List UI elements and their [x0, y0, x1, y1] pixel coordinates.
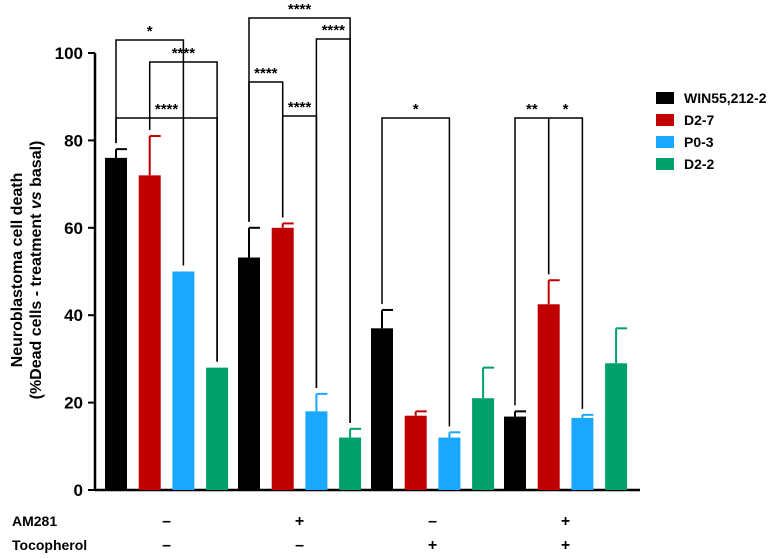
condition-value: – — [295, 537, 304, 554]
significance-bracket — [381, 117, 451, 427]
bar — [404, 415, 427, 490]
y-axis-label-suffix: basal) — [28, 141, 45, 192]
bar — [271, 227, 294, 491]
bar — [238, 257, 260, 490]
condition-value: + — [561, 537, 570, 554]
condition-label: AM281 — [12, 513, 57, 529]
bar — [571, 417, 594, 490]
significance-label: * — [563, 101, 569, 118]
condition-value: + — [295, 513, 304, 530]
significance-label: * — [147, 23, 153, 40]
bar — [172, 271, 195, 490]
y-axis-label: Neuroblastoma cell death — [9, 173, 26, 368]
bar — [105, 157, 127, 490]
significance-label: **** — [288, 99, 312, 116]
bar — [438, 437, 461, 490]
y-tick-label: 40 — [64, 306, 83, 325]
bar — [305, 411, 328, 490]
bar — [339, 437, 362, 490]
legend-label: WIN55,212-2 — [684, 90, 767, 106]
significance-label: **** — [155, 101, 179, 118]
significance-brackets: ************************* * ** * — [115, 1, 584, 427]
y-axis-label-2: (%Dead cells - treatment vs basal) — [28, 141, 45, 400]
bar — [472, 398, 495, 490]
y-tick-label: 100 — [55, 44, 83, 63]
condition-table: AM281 – + – + Tocopherol – – + + — [12, 513, 570, 554]
y-axis-label-prefix: (%Dead cells - treatment — [28, 209, 45, 399]
bar — [371, 328, 393, 490]
chart-bars — [105, 135, 628, 491]
bar — [605, 363, 628, 490]
y-axis-label-line1: Neuroblastoma cell death — [9, 173, 26, 368]
condition-value: – — [162, 513, 171, 530]
significance-bracket — [315, 38, 351, 423]
legend-label: D2-2 — [684, 156, 715, 172]
legend-swatch — [656, 158, 674, 170]
condition-value: – — [428, 513, 437, 530]
y-tick-label: 20 — [64, 394, 83, 413]
bar — [138, 175, 161, 491]
y-tick-label: 0 — [74, 481, 83, 500]
significance-bracket — [115, 39, 185, 266]
significance-label: **** — [322, 22, 346, 39]
bar — [206, 367, 229, 490]
bar — [537, 304, 560, 490]
y-tick-label: 60 — [64, 219, 83, 238]
legend-swatch — [656, 92, 674, 104]
chart-legend: WIN55,212-2 D2-7 P0-3 D2-2 — [656, 90, 767, 172]
condition-value: + — [561, 513, 570, 530]
significance-label: * — [413, 101, 419, 118]
significance-bracket — [115, 117, 218, 362]
legend-swatch — [656, 114, 674, 126]
significance-bracket — [281, 115, 318, 388]
significance-bracket — [248, 81, 284, 222]
condition-label: Tocopherol — [12, 537, 87, 553]
legend-label: P0-3 — [684, 134, 714, 150]
significance-label: **** — [288, 1, 312, 18]
significance-label: **** — [254, 65, 278, 82]
bar — [504, 416, 526, 490]
significance-bracket — [547, 117, 584, 409]
y-tick-label: 80 — [64, 131, 83, 150]
condition-value: + — [428, 537, 437, 554]
legend-swatch — [656, 136, 674, 148]
y-axis-label-italic: vs — [28, 191, 45, 209]
condition-value: – — [162, 537, 171, 554]
legend-label: D2-7 — [684, 112, 715, 128]
significance-label: ** — [526, 101, 538, 118]
